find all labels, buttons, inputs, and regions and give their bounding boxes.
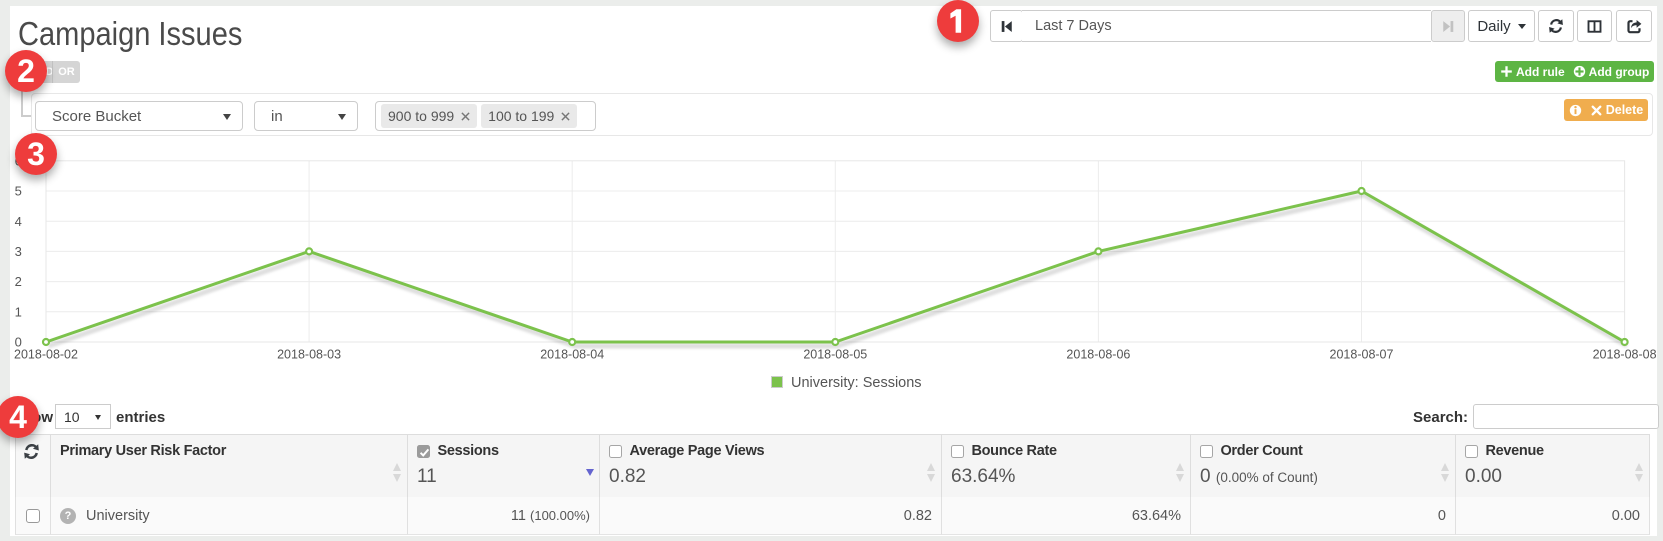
- svg-text:2018-08-07: 2018-08-07: [1330, 348, 1394, 362]
- svg-text:3: 3: [15, 244, 22, 259]
- svg-text:2018-08-04: 2018-08-04: [540, 348, 604, 362]
- svg-text:2018-08-06: 2018-08-06: [1066, 348, 1130, 362]
- svg-text:5: 5: [15, 184, 22, 199]
- svg-text:0: 0: [15, 335, 22, 350]
- svg-text:1: 1: [15, 304, 22, 319]
- svg-text:2: 2: [15, 274, 22, 289]
- svg-text:2018-08-02: 2018-08-02: [14, 348, 78, 362]
- svg-text:2018-08-08: 2018-08-08: [1593, 348, 1657, 362]
- svg-text:4: 4: [15, 214, 22, 229]
- svg-text:2018-08-03: 2018-08-03: [277, 348, 341, 362]
- svg-text:2018-08-05: 2018-08-05: [803, 348, 867, 362]
